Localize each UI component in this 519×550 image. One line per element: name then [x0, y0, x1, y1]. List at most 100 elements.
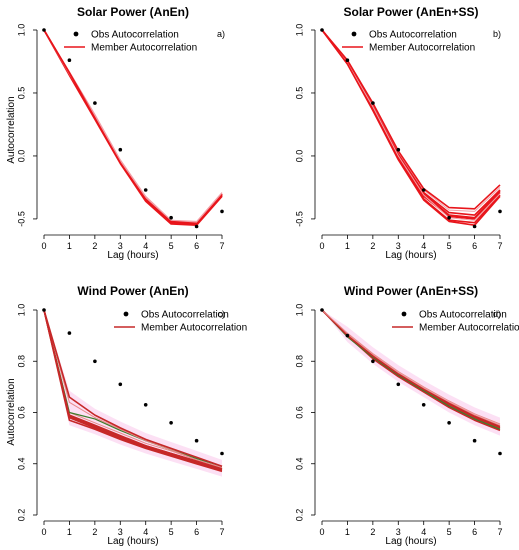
chart-panel-2: Solar Power (AnEn+SS) b) Lag (hours) -0.5 0.… — [294, 5, 502, 261]
x-tick-label: 6 — [472, 241, 477, 251]
x-tick-label: 4 — [143, 527, 148, 537]
obs-point-3 — [118, 382, 123, 387]
panel-tag: b) — [493, 29, 501, 39]
chart-panel-4: Wind Power (AnEn+SS) d) Lag (hours) 0.2 0.4 0… — [294, 284, 519, 547]
x-tick-label: 3 — [118, 527, 123, 537]
y-tick-label: 0.8 — [16, 355, 26, 368]
legend-member-label: Member Autocorrelation — [369, 43, 475, 54]
x-axis-label: Lag (hours) — [107, 250, 158, 261]
member-line-5 — [321, 29, 501, 219]
obs-point-2 — [93, 101, 97, 105]
obs-point-6 — [472, 224, 477, 229]
chart-title: Wind Power (AnEn+SS) — [344, 284, 478, 298]
member-line-6 — [43, 29, 223, 223]
x-tick-label: 6 — [472, 527, 477, 537]
member-line-1 — [321, 29, 501, 216]
legend: Obs Autocorrelation Member Autocorrelatio… — [392, 310, 519, 334]
obs-point-3 — [118, 147, 123, 152]
x-tick-label: 1 — [345, 241, 350, 251]
y-axis-label: Autocorrelation — [6, 96, 17, 163]
x-tick-label: 4 — [421, 527, 426, 537]
member-line-6 — [321, 29, 501, 221]
x-axis-label: Lag (hours) — [385, 536, 436, 547]
panel-tag: c) — [218, 309, 226, 319]
member-line-8 — [43, 309, 223, 470]
panel-tag: d) — [493, 309, 501, 319]
x-tick-label: 7 — [219, 241, 224, 251]
x-axis-label: Lag (hours) — [385, 250, 436, 261]
member-line-5 — [43, 309, 223, 473]
x-tick-label: 5 — [447, 241, 452, 251]
x-tick-label: 2 — [370, 241, 375, 251]
member-line-2 — [321, 29, 501, 220]
y-tick-label: -0.5 — [16, 211, 26, 227]
legend-obs-label: Obs Autocorrelation — [141, 310, 229, 321]
member-line-6 — [43, 309, 223, 469]
y-tick-label: 0.5 — [16, 87, 26, 100]
obs-point-4 — [143, 403, 148, 407]
y-tick-label: 0.8 — [294, 355, 304, 368]
chart-panel-1: Solar Power (AnEn) a) Autocorrelation Lag (… — [6, 5, 225, 261]
legend-member-label: Member Autocorrelation — [91, 43, 197, 54]
obs-point-5 — [169, 215, 173, 220]
x-tick-label: 0 — [41, 241, 46, 251]
chart-title: Wind Power (AnEn) — [77, 284, 188, 298]
member-line-4 — [43, 309, 223, 467]
obs-point-6 — [194, 224, 199, 229]
legend-member-label: Member Autocorrelation — [141, 323, 247, 334]
obs-point-1 — [67, 331, 72, 335]
obs-point-7 — [220, 451, 224, 456]
x-tick-label: 1 — [67, 241, 72, 251]
x-tick-label: 7 — [497, 527, 502, 537]
x-tick-label: 1 — [345, 527, 350, 537]
legend-obs-label: Obs Autocorrelation — [419, 310, 507, 321]
member-spread-band — [44, 310, 222, 477]
obs-point-5 — [169, 421, 173, 425]
x-tick-label: 4 — [421, 241, 426, 251]
x-tick-label: 6 — [194, 527, 199, 537]
member-line-5 — [321, 309, 501, 428]
legend-obs-label: Obs Autocorrelation — [91, 30, 179, 41]
obs-point-4 — [421, 188, 426, 192]
x-tick-label: 3 — [396, 241, 401, 251]
x-tick-label: 2 — [370, 527, 375, 537]
y-tick-label: 1.0 — [294, 304, 304, 317]
obs-point-5 — [447, 421, 451, 425]
y-axis-label: Autocorrelation — [6, 378, 17, 445]
legend-obs-label: Obs Autocorrelation — [369, 30, 457, 41]
legend: Obs Autocorrelation Member Autocorrelatio… — [64, 30, 197, 54]
member-line-7 — [43, 29, 223, 226]
legend-member-label: Member Autocorrelation — [419, 323, 519, 334]
obs-point-1 — [67, 58, 72, 62]
member-line-3 — [321, 309, 501, 426]
y-tick-label: 1.0 — [16, 304, 26, 317]
obs-point-4 — [421, 403, 426, 407]
obs-point-6 — [194, 438, 199, 443]
member-line-3 — [321, 29, 501, 212]
legend-obs-marker — [73, 31, 79, 37]
obs-point-3 — [396, 382, 401, 387]
y-tick-label: -0.5 — [294, 211, 304, 227]
obs-point-6 — [472, 438, 477, 443]
obs-point-0 — [320, 28, 324, 32]
y-tick-label: 0.0 — [16, 150, 26, 163]
obs-point-3 — [396, 147, 401, 152]
y-tick-label: 0.4 — [294, 457, 304, 470]
x-tick-label: 3 — [118, 241, 123, 251]
x-tick-label: 2 — [92, 527, 97, 537]
legend: Obs Autocorrelation Member Autocorrelatio… — [114, 310, 247, 334]
legend-obs-marker — [123, 311, 129, 317]
obs-point-7 — [220, 209, 224, 214]
obs-point-0 — [42, 28, 46, 32]
obs-point-2 — [371, 101, 375, 105]
y-tick-label: 0.2 — [294, 509, 304, 522]
legend-obs-marker — [401, 311, 407, 317]
obs-point-1 — [345, 333, 350, 338]
y-tick-label: 0.6 — [294, 406, 304, 419]
chart-title: Solar Power (AnEn+SS) — [343, 5, 478, 19]
x-tick-label: 0 — [319, 241, 324, 251]
x-tick-label: 5 — [169, 527, 174, 537]
x-tick-label: 5 — [447, 527, 452, 537]
obs-point-0 — [42, 308, 46, 312]
